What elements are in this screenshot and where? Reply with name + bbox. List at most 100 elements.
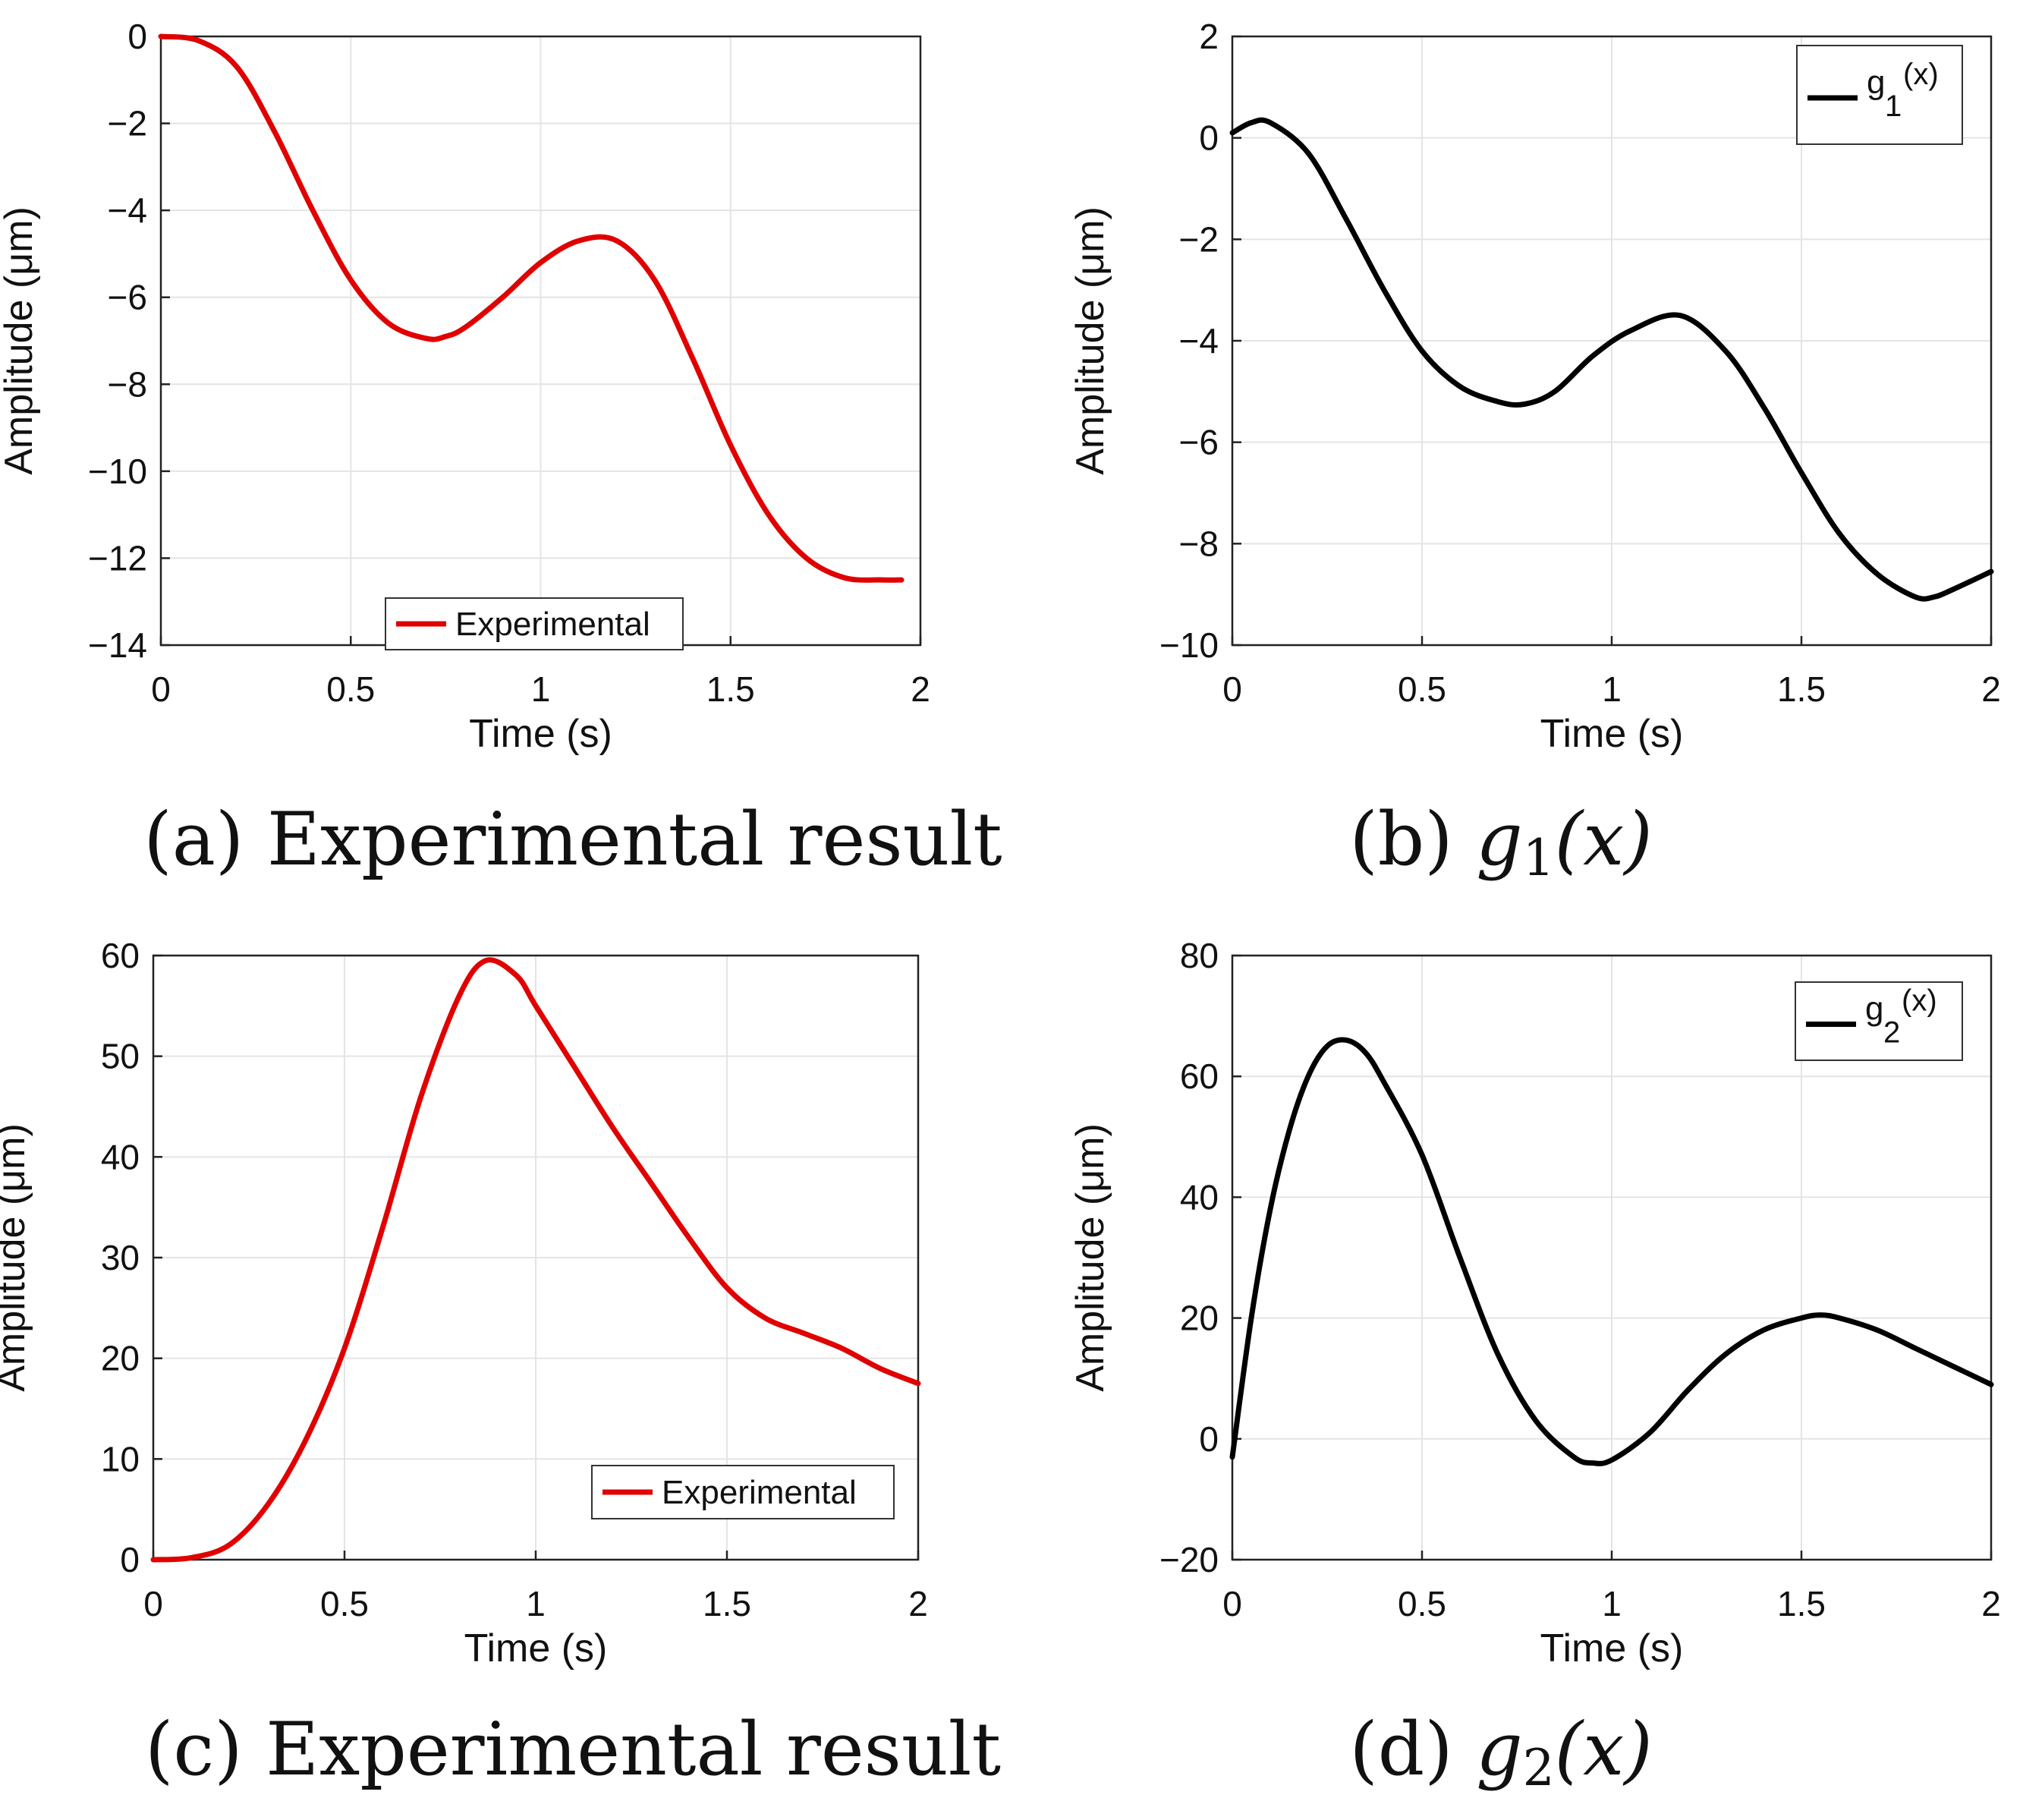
x-tick-label: 0 xyxy=(151,669,171,709)
x-tick-label: 1 xyxy=(1602,669,1622,709)
series-line-d xyxy=(1229,1037,1994,1466)
series-line-b xyxy=(1229,117,1994,602)
x-tick-label: 2 xyxy=(1981,1584,2001,1623)
caption-b-arg: (x) xyxy=(1554,797,1653,882)
x-tick-label: 0.5 xyxy=(320,1584,369,1623)
y-tick-label: −8 xyxy=(1179,524,1219,563)
legend-d: g2(x) xyxy=(1795,981,1963,1061)
caption-d: (d) g2(x) xyxy=(1008,1707,1994,1797)
y-tick-label: −14 xyxy=(88,625,147,665)
legend-label-sub: 2 xyxy=(1883,1016,1900,1050)
y-tick-label: 60 xyxy=(1180,1056,1219,1096)
y-tick-label: −10 xyxy=(1159,625,1219,665)
legend-b: g1(x) xyxy=(1796,45,1963,145)
y-tick-label: 0 xyxy=(1199,1419,1219,1459)
y-axis-label: Amplitude (μm) xyxy=(0,206,41,475)
y-tick-label: −8 xyxy=(108,364,147,404)
y-tick-label: −4 xyxy=(1179,321,1219,361)
y-tick-label: −6 xyxy=(108,278,147,317)
legend-label-sub: 1 xyxy=(1885,90,1902,123)
y-tick-label: −10 xyxy=(88,452,147,491)
x-tick-label: 0.5 xyxy=(326,669,375,709)
y-axis-label: Amplitude (μm) xyxy=(1068,1123,1112,1392)
legend-box xyxy=(1795,981,1963,1061)
legend-label: g xyxy=(1867,64,1885,101)
panel-a: 0 0.5 1 1.5 2 0 −2 −4 −6 −8 −10 −12 −14 Time (s) Ampli… xyxy=(0,0,1012,910)
y-tick-label: 20 xyxy=(101,1339,140,1378)
y-tick-label: −4 xyxy=(108,191,147,230)
y-tick-label: 10 xyxy=(101,1439,140,1478)
panel-c: 0 0.5 1 1.5 2 60 50 40 30 20 10 0 Time (s) Amplitude … xyxy=(0,910,1012,1820)
y-tick-label: 60 xyxy=(101,936,140,975)
x-tick-label: 2 xyxy=(1981,669,2001,709)
x-tick-label: 2 xyxy=(908,1584,928,1623)
panel-b: 0 0.5 1 1.5 2 2 0 −2 −4 −6 −8 −10 Time (s) Amplitude … xyxy=(1012,0,2023,910)
y-tick-label: 40 xyxy=(101,1137,140,1176)
x-tick-label: 1.5 xyxy=(1777,669,1826,709)
caption-d-sub: 2 xyxy=(1522,1739,1555,1797)
caption-b: (b) g1(x) xyxy=(1008,797,1994,887)
y-tick-label: 0 xyxy=(127,17,147,56)
chart-c: 0 0.5 1 1.5 2 60 50 40 30 20 10 0 Time (s) Amplitude … xyxy=(0,936,928,1670)
y-tick-label: 0 xyxy=(120,1540,140,1579)
y-axis-label: Amplitude (μm) xyxy=(0,1123,33,1392)
x-tick-label: 0 xyxy=(1222,1584,1242,1623)
y-tick-label: 50 xyxy=(101,1037,140,1076)
x-tick-label: 1 xyxy=(526,1584,546,1623)
legend-label: Experimental xyxy=(662,1474,857,1511)
x-tick-label: 1.5 xyxy=(706,669,755,709)
caption-b-sub: 1 xyxy=(1522,829,1555,887)
x-axis-label: Time (s) xyxy=(1540,712,1684,756)
y-axis-label: Amplitude (μm) xyxy=(1068,206,1112,475)
caption-c-text: Experimental result xyxy=(266,1707,1002,1792)
caption-a-label: (a) xyxy=(143,797,244,882)
x-axis-label: Time (s) xyxy=(1540,1626,1684,1670)
x-tick-label: 0.5 xyxy=(1398,1584,1446,1623)
caption-c: (c) Experimental result xyxy=(80,1707,1066,1792)
x-tick-label: 2 xyxy=(911,669,930,709)
caption-b-label: (b) xyxy=(1349,797,1453,882)
x-tick-label: 1.5 xyxy=(703,1584,751,1623)
legend-label: g xyxy=(1865,990,1883,1028)
panel-d: 0 0.5 1 1.5 2 80 60 40 20 0 −20 Time (s) Amplitude (… xyxy=(1012,910,2023,1820)
x-tick-label: 0 xyxy=(1222,669,1242,709)
y-tick-label: −12 xyxy=(88,538,147,578)
y-tick-label: 30 xyxy=(101,1238,140,1277)
grid-a xyxy=(160,36,921,646)
x-tick-label: 1.5 xyxy=(1777,1584,1826,1623)
caption-a: (a) Experimental result xyxy=(80,797,1066,882)
x-tick-label: 0 xyxy=(143,1584,163,1623)
caption-d-arg: (x) xyxy=(1554,1707,1653,1792)
y-tick-label: −20 xyxy=(1159,1540,1219,1579)
legend-label-sup: (x) xyxy=(1902,984,1937,1018)
y-tick-label: 0 xyxy=(1199,118,1219,158)
y-tick-label: 80 xyxy=(1180,936,1219,975)
x-tick-label: 0.5 xyxy=(1398,669,1446,709)
y-tick-label: 40 xyxy=(1180,1177,1219,1217)
caption-c-label: (c) xyxy=(144,1707,243,1792)
legend-label-sup: (x) xyxy=(1903,58,1939,91)
series-line-c xyxy=(150,957,921,1563)
x-axis-label: Time (s) xyxy=(464,1626,608,1670)
x-tick-label: 1 xyxy=(531,669,551,709)
caption-b-math: g xyxy=(1476,797,1523,882)
legend-a: Experimental xyxy=(385,597,684,650)
caption-a-text: Experimental result xyxy=(266,797,1002,882)
caption-d-math: g xyxy=(1476,1707,1523,1792)
series-line-a xyxy=(158,33,905,583)
y-tick-label: 2 xyxy=(1199,17,1219,56)
chart-a: 0 0.5 1 1.5 2 0 −2 −4 −6 −8 −10 −12 −14 Time (s) Ampli… xyxy=(0,17,930,756)
legend-box xyxy=(1796,45,1963,145)
y-tick-label: −2 xyxy=(108,104,147,143)
legend-c: Experimental xyxy=(591,1465,895,1519)
legend-label: Experimental xyxy=(455,606,650,643)
y-tick-label: −2 xyxy=(1179,219,1219,259)
caption-d-label: (d) xyxy=(1349,1707,1453,1792)
chart-b: 0 0.5 1 1.5 2 2 0 −2 −4 −6 −8 −10 Time (s) Amplitude … xyxy=(1068,17,2001,756)
y-tick-label: 20 xyxy=(1180,1299,1219,1338)
x-tick-label: 1 xyxy=(1602,1584,1622,1623)
x-axis-label: Time (s) xyxy=(469,712,612,756)
y-tick-label: −6 xyxy=(1179,423,1219,462)
